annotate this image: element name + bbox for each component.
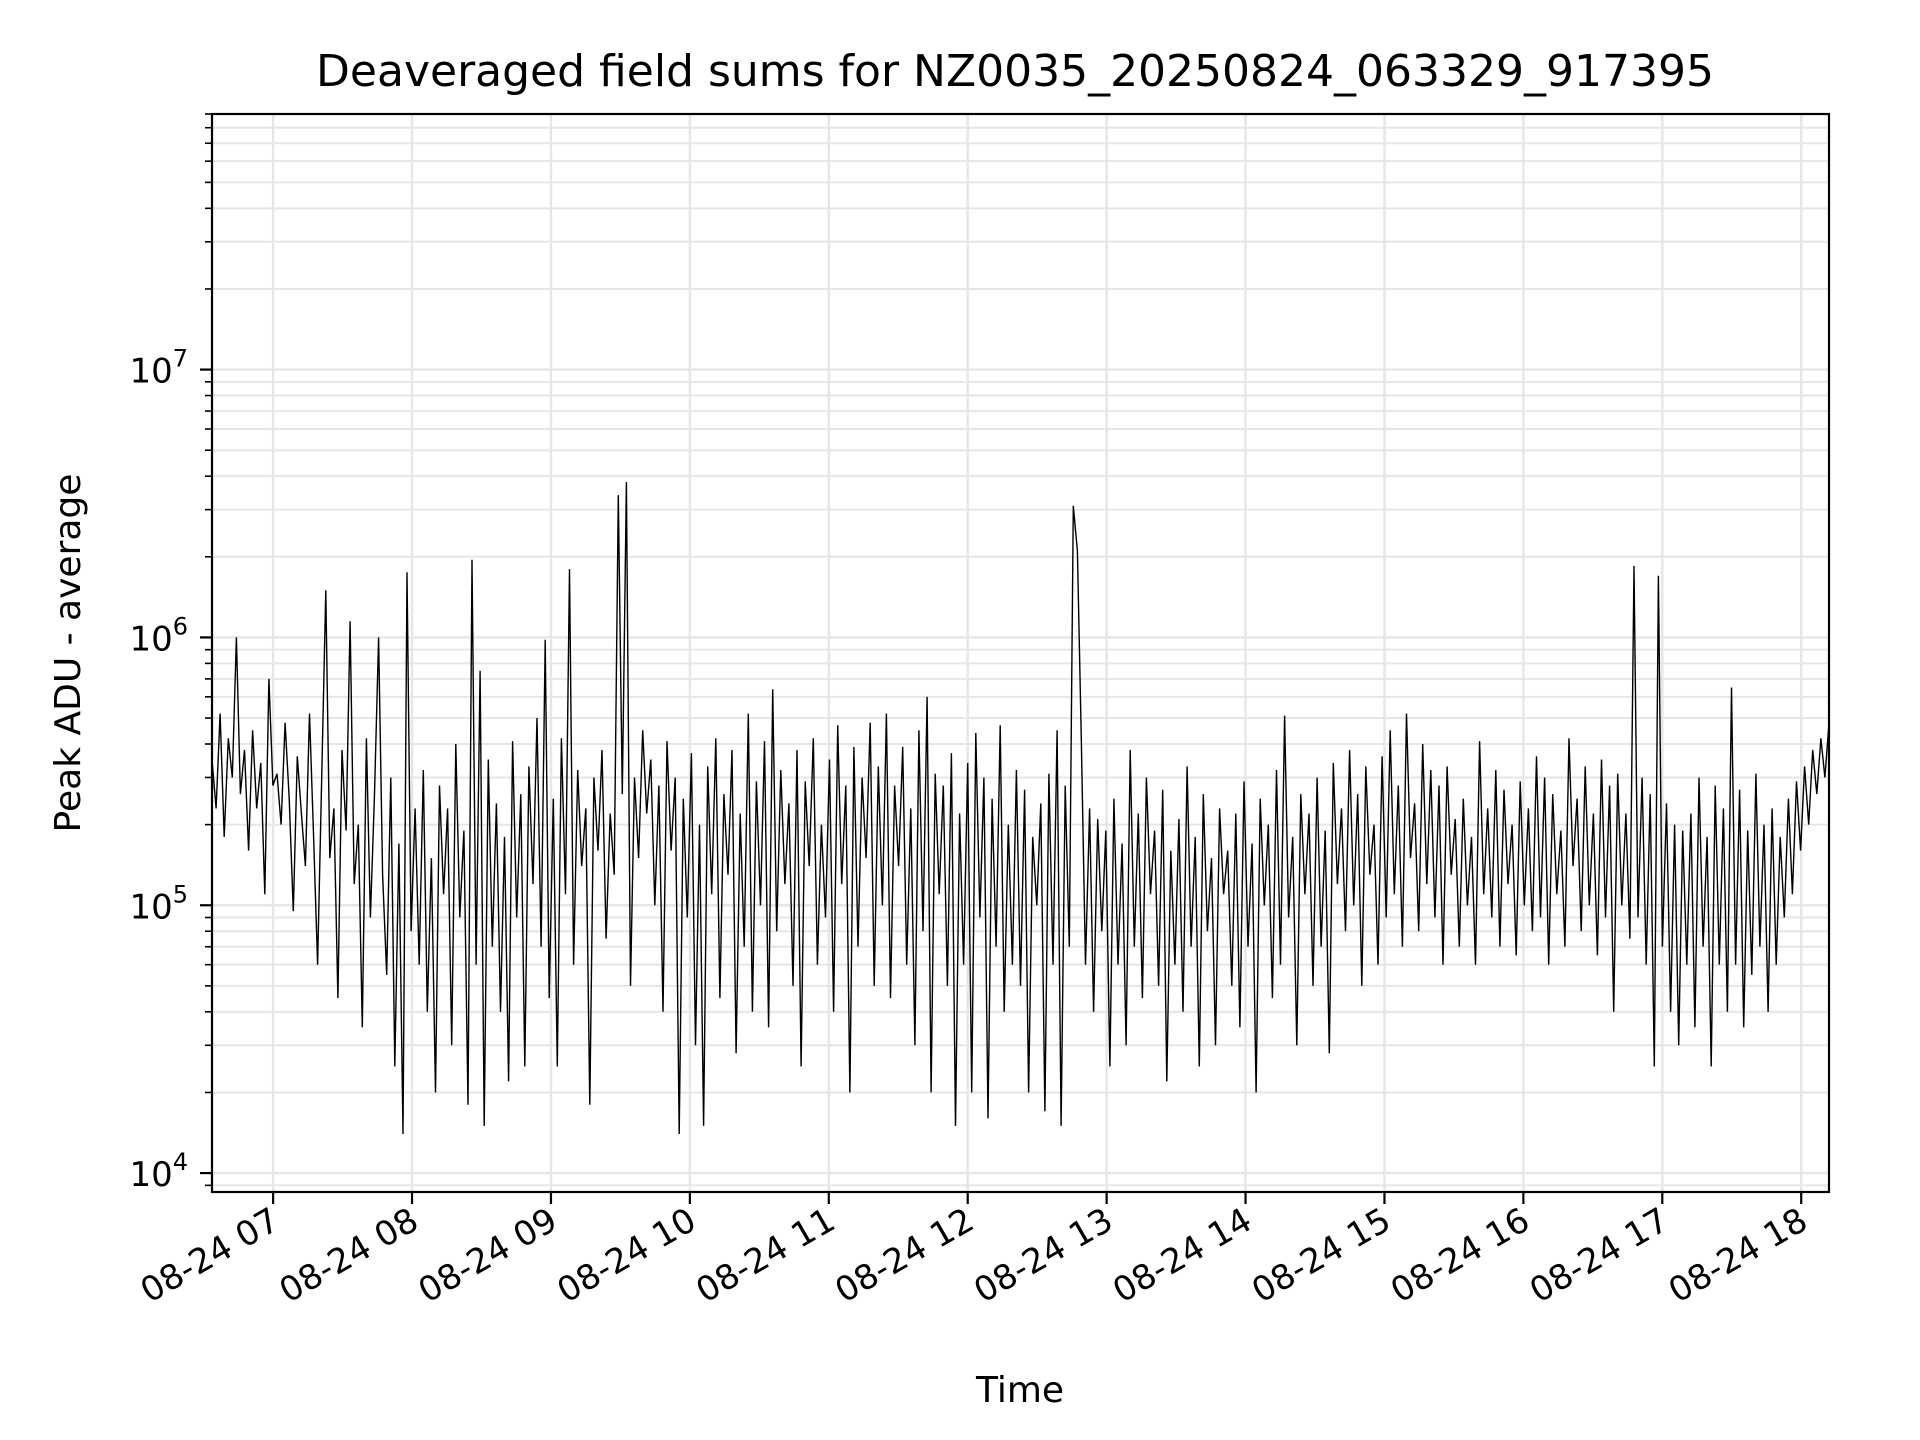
data-line: [211, 482, 1830, 1135]
y-tick-label: 105: [129, 880, 188, 927]
data-series: [211, 482, 1830, 1135]
plot-frame: [210, 112, 1831, 1194]
chart-title: Deaveraged field sums for NZ0035_2025082…: [316, 46, 1714, 97]
y-tick-label: 104: [129, 1148, 188, 1195]
y-tick-label: 107: [129, 345, 188, 392]
grid: [212, 113, 1829, 1192]
x-axis-label: Time: [975, 1370, 1064, 1411]
y-tick-label: 106: [129, 612, 188, 659]
y-axis-label: Peak ADU - average: [48, 474, 89, 833]
y-axis: 104 105 106 107: [129, 113, 212, 1195]
